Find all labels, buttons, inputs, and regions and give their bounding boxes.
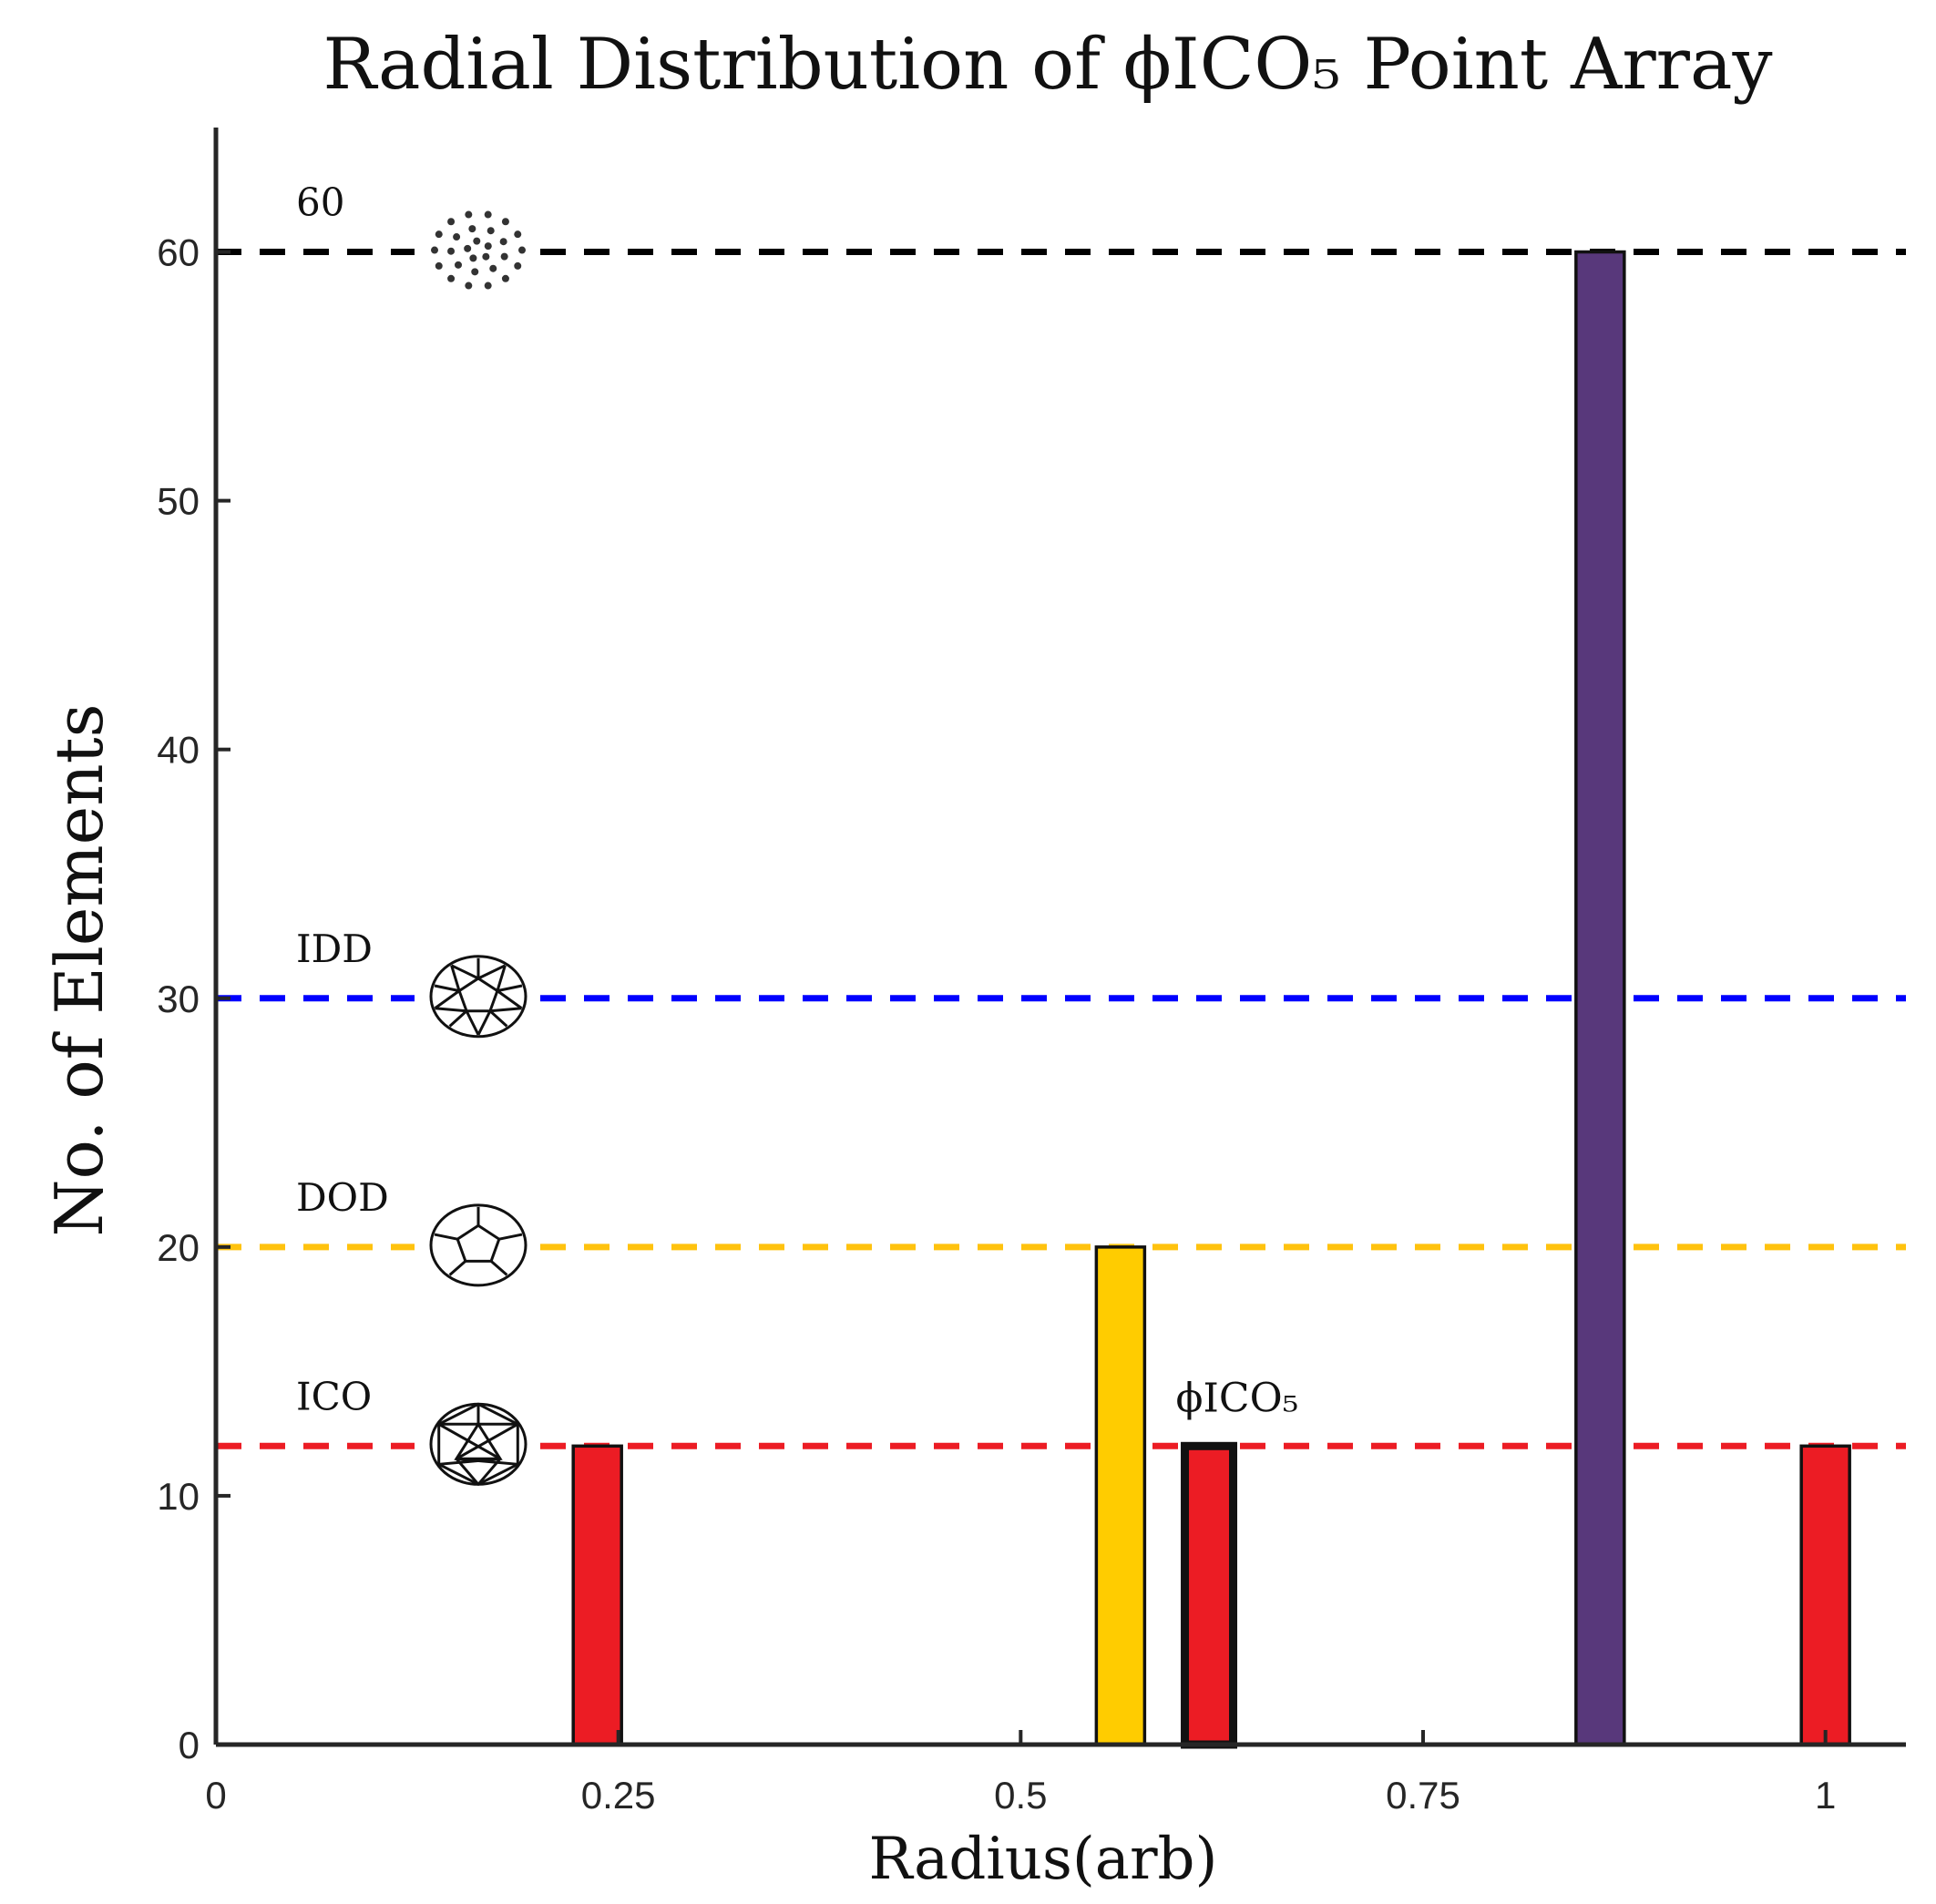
point-cloud-icon — [431, 210, 526, 290]
y-tick-label: 0 — [179, 1724, 200, 1766]
y-tick-label: 60 — [157, 231, 200, 274]
reference-label-ico: ICO — [296, 1374, 372, 1418]
x-axis-label: Radius(arb) — [869, 1826, 1218, 1893]
x-tick-label: 0.5 — [994, 1774, 1047, 1817]
icosidodecahedron-icon — [429, 955, 528, 1039]
bar-3 — [1574, 250, 1626, 1746]
y-tick-label: 20 — [157, 1226, 200, 1269]
bars: ϕICO₅ — [571, 250, 1851, 1749]
y-axis-label: No. of Elements — [41, 703, 118, 1236]
reference-icons — [429, 210, 528, 1486]
axes — [213, 128, 1906, 1747]
reference-label-idd: IDD — [296, 926, 373, 971]
y-tick-label: 40 — [157, 729, 200, 772]
y-ticks: 0 10 20 30 40 50 60 — [157, 231, 230, 1766]
bar-0 — [571, 1444, 623, 1746]
y-tick-label: 10 — [157, 1475, 200, 1518]
reference-label-dod: DOD — [296, 1175, 389, 1220]
reference-lines — [216, 249, 1906, 1449]
x-tick-label: 0.25 — [581, 1774, 656, 1817]
dodecahedron-icon — [429, 1203, 528, 1287]
reference-label-60: 60 — [296, 180, 344, 225]
bar-annotation: ϕICO₅ — [1176, 1375, 1299, 1421]
x-tick-label: 1 — [1815, 1774, 1836, 1817]
bar-1 — [1094, 1245, 1147, 1746]
bar-4 — [1799, 1444, 1851, 1746]
chart-title: Radial Distribution of ϕICO₅ Point Array — [323, 24, 1772, 106]
x-tick-label: 0.75 — [1386, 1774, 1460, 1817]
icosahedron-icon — [429, 1402, 528, 1486]
bar-2 — [1181, 1441, 1238, 1749]
reference-labels: 60 IDD DOD ICO — [296, 180, 389, 1419]
y-tick-label: 30 — [157, 978, 200, 1020]
x-ticks: 0 0.25 0.5 0.75 1 — [205, 1730, 1836, 1817]
x-tick-label: 0 — [205, 1774, 226, 1817]
y-tick-label: 50 — [157, 480, 200, 523]
